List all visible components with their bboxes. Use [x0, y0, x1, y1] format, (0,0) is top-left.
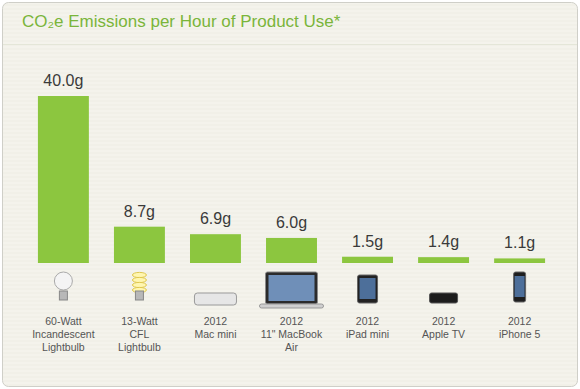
- icon-part: [59, 291, 67, 300]
- data-label: 1.5g: [352, 233, 383, 250]
- bars: [38, 96, 545, 263]
- bar: [342, 257, 393, 263]
- data-label: 1.4g: [428, 233, 459, 250]
- icon: [514, 272, 526, 302]
- chart: CO₂e Emissions per Hour of Product Use* 4…: [0, 0, 580, 389]
- icon-part: [430, 293, 458, 303]
- icon-part: [194, 293, 236, 305]
- data-labels: 40.0g 8.7g 6.9g 6.0g 1.5g 1.4g 1.1g: [43, 72, 535, 251]
- bar: [114, 227, 165, 263]
- data-label: 1.1g: [504, 234, 535, 251]
- bar: [38, 96, 89, 263]
- icon-part: [132, 282, 146, 287]
- icon-part: [260, 304, 324, 308]
- icon-part: [269, 275, 315, 301]
- icon-part: [515, 276, 525, 297]
- icon: [260, 272, 324, 308]
- bar: [266, 238, 317, 263]
- icon-part: [132, 277, 146, 282]
- category-label: 2012iPhone 5: [499, 315, 541, 340]
- title: CO₂e Emissions per Hour of Product Use*: [22, 12, 341, 31]
- bar: [190, 234, 241, 263]
- category-labels: 60-WattIncandescentLightbulb 13-WattCFLLi…: [32, 315, 540, 353]
- icon-part: [360, 278, 376, 299]
- icon: [132, 272, 146, 300]
- category-label: 2012iPad mini: [346, 315, 389, 340]
- icon: [54, 272, 72, 300]
- icon-part: [266, 272, 318, 304]
- frame: [3, 3, 578, 387]
- icon-part: [514, 272, 526, 302]
- icon: [358, 275, 378, 303]
- data-label: 8.7g: [124, 203, 155, 220]
- category-label: 201211" MacBookAir: [261, 315, 323, 353]
- title-rule: [3, 44, 577, 45]
- icon: [194, 293, 236, 305]
- category-label: 2012Apple TV: [422, 315, 465, 340]
- icon-part: [54, 272, 72, 290]
- icon: [430, 293, 458, 303]
- data-label: 6.0g: [276, 214, 307, 231]
- category-label: 60-WattIncandescentLightbulb: [32, 315, 95, 353]
- bar: [418, 257, 469, 263]
- icon-part: [358, 275, 378, 303]
- category-label: 2012Mac mini: [194, 315, 236, 340]
- data-label: 40.0g: [43, 72, 83, 89]
- icon-part: [132, 272, 146, 277]
- data-label: 6.9g: [200, 210, 231, 227]
- icons: [54, 272, 525, 308]
- bar: [494, 258, 545, 263]
- icon-part: [135, 291, 143, 300]
- category-label: 13-WattCFLLightbulb: [118, 315, 161, 353]
